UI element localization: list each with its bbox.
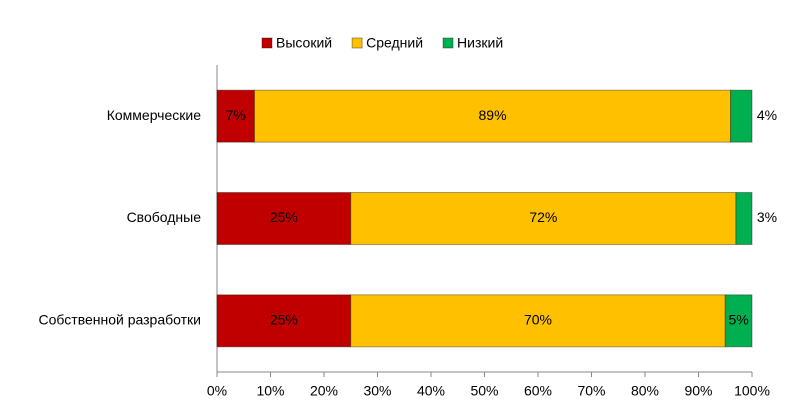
x-tick-label: 100% (734, 383, 770, 399)
bar-segment (724, 294, 753, 348)
bar-segment (730, 89, 753, 143)
x-tick-label: 90% (684, 383, 712, 399)
legend-label: Низкий (457, 35, 503, 51)
y-tick-label: Коммерческие (107, 107, 201, 123)
legend-swatch (261, 37, 273, 49)
bar-segment (216, 294, 352, 348)
x-tick-label: 70% (577, 383, 605, 399)
bar-segment (253, 89, 732, 143)
value-label: 89% (479, 107, 507, 123)
bar-segment (350, 192, 737, 245)
x-tick-label: 30% (363, 383, 391, 399)
x-tick-label: 20% (310, 383, 338, 399)
y-tick-label: Собственной разработки (39, 312, 201, 328)
bar-segment (216, 192, 352, 245)
value-label: 4% (757, 107, 777, 123)
bar-segment (350, 294, 726, 348)
value-label: 25% (270, 209, 298, 225)
value-label: 25% (270, 312, 298, 328)
x-tick-label: 10% (256, 383, 284, 399)
legend-label: Высокий (276, 35, 332, 51)
x-tick-label: 80% (631, 383, 659, 399)
x-tick-label: 60% (524, 383, 552, 399)
x-tick-label: 50% (470, 383, 498, 399)
bar-segment (735, 192, 753, 245)
legend-swatch (442, 37, 454, 49)
legend-label: Средний (366, 35, 423, 51)
x-tick-label: 0% (207, 383, 227, 399)
value-label: 72% (529, 209, 557, 225)
legend-swatch (351, 37, 363, 49)
value-label: 3% (757, 209, 777, 225)
value-label: 5% (729, 312, 749, 328)
x-tick-label: 40% (417, 383, 445, 399)
y-tick-label: Свободные (127, 209, 202, 225)
value-label: 7% (226, 107, 246, 123)
value-label: 70% (524, 312, 552, 328)
